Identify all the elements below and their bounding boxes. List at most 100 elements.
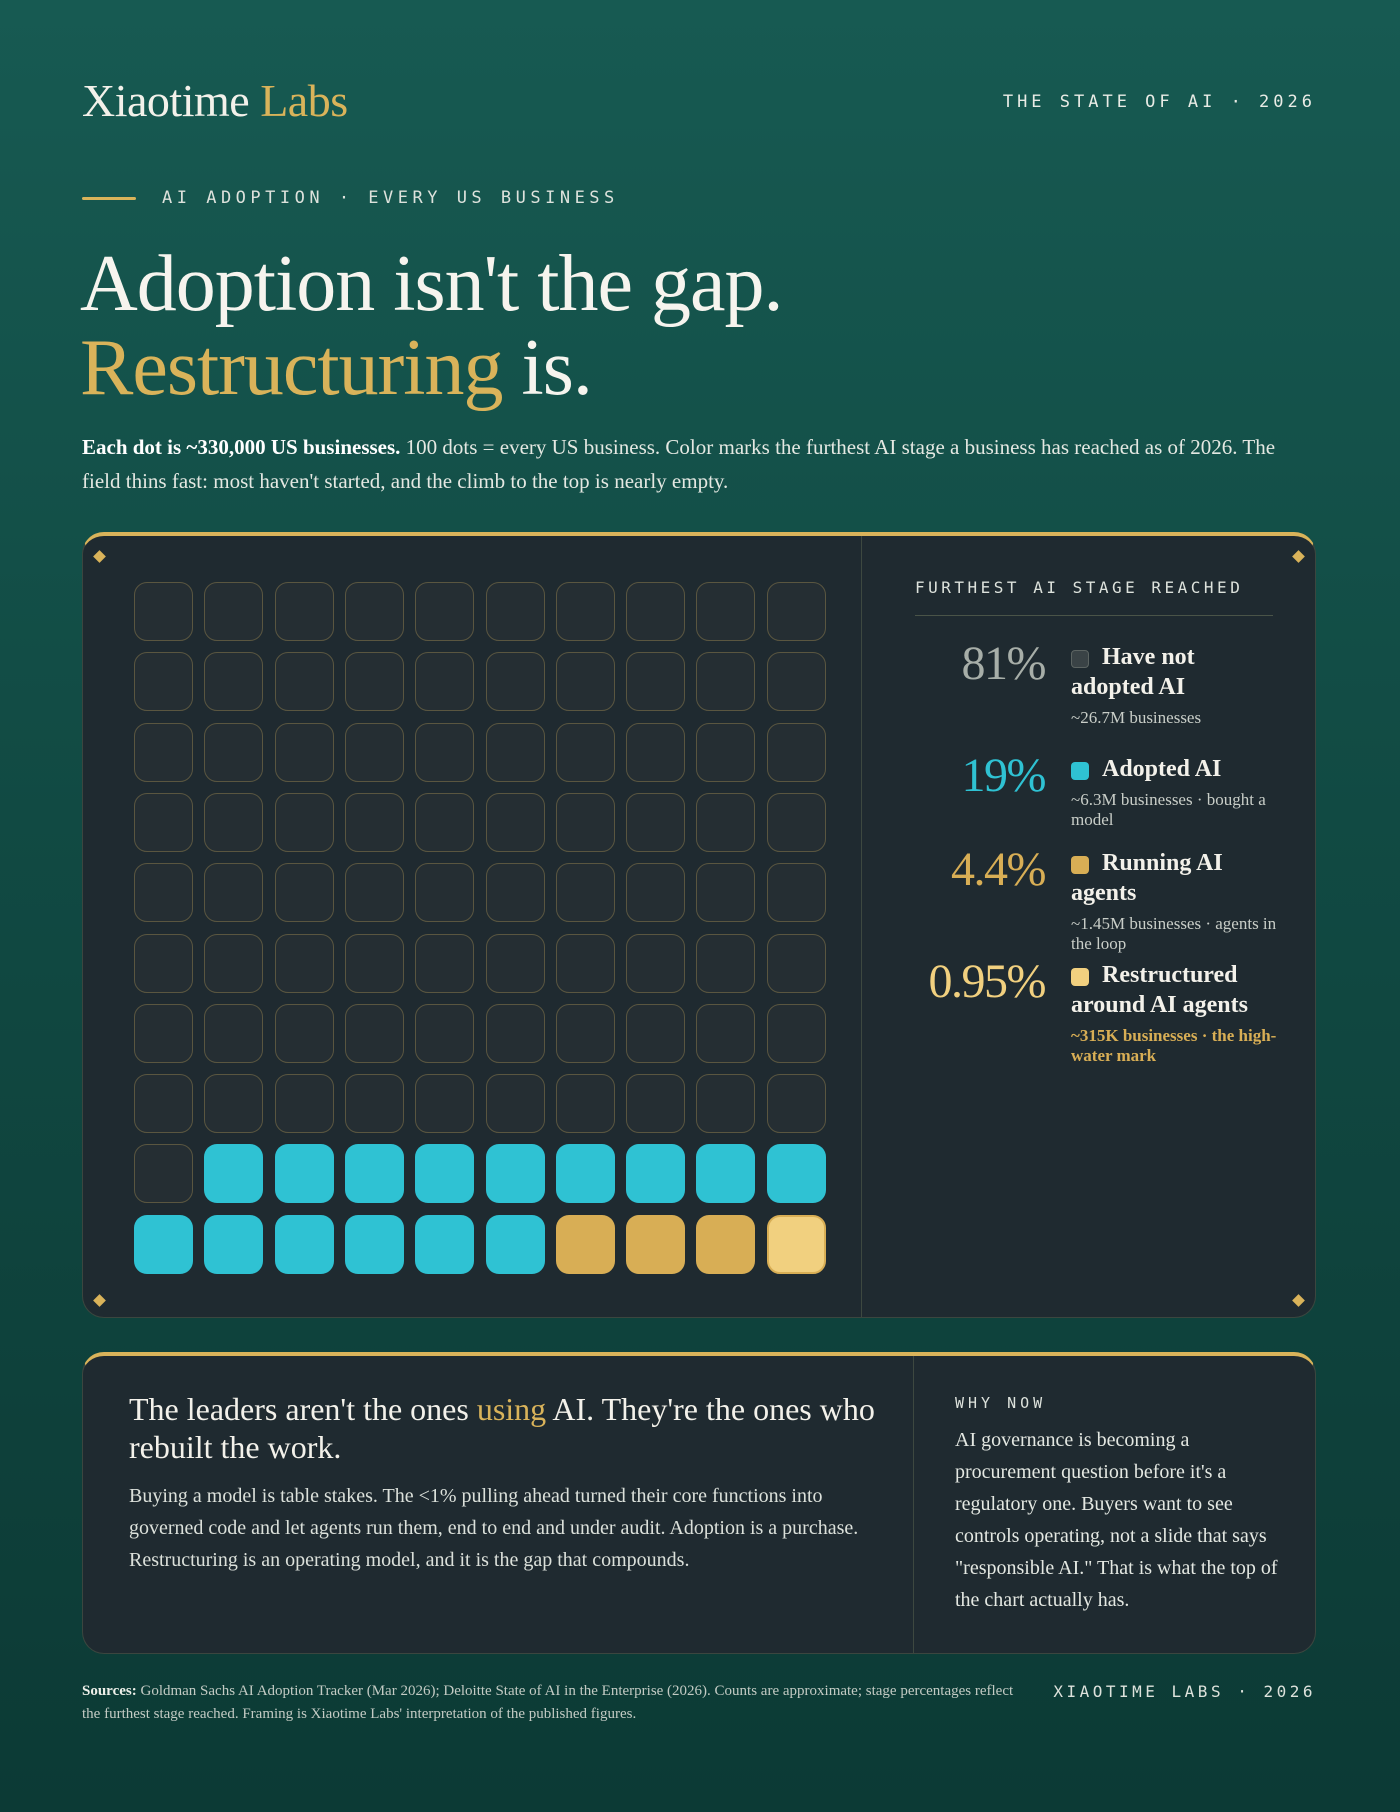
waffle-dot-none [344, 1074, 404, 1134]
waffle-dot-none [274, 582, 334, 641]
intro-bold: Each dot is ~330,000 US businesses. [82, 435, 401, 459]
kicker: AI ADOPTION · EVERY US BUSINESS [82, 188, 619, 208]
legend-label: Have not adopted AI [1071, 644, 1195, 700]
waffle-dot-none [204, 722, 264, 782]
intro-text: 100 dots = every US business. Color mark… [82, 435, 1276, 493]
waffle-dot-none [204, 863, 264, 923]
waffle-dot-none [134, 652, 193, 712]
waffle-dot-none [415, 1074, 475, 1134]
waffle-dot-none [626, 652, 686, 712]
waffle-dot-none [485, 863, 545, 923]
waffle-dot-none [555, 652, 615, 712]
waffle-dot-adopted [274, 1214, 334, 1274]
waffle-dot-none [766, 582, 826, 641]
brand-name: Xiaotime [82, 75, 250, 126]
waffle-dot-none [626, 1074, 686, 1134]
insight-card: The leaders aren't the ones using AI. Th… [82, 1352, 1316, 1654]
waffle-dot-adopted [696, 1144, 756, 1204]
waffle-dot-adopted [485, 1214, 545, 1274]
waffle-dot-none [555, 933, 615, 993]
waffle-dot-none [274, 652, 334, 712]
waffle-dot-none [344, 1003, 404, 1063]
waffle-dot-none [344, 863, 404, 923]
waffle-dot-none [204, 933, 264, 993]
kicker-rule [82, 196, 136, 200]
waffle-dot-none [274, 722, 334, 782]
legend-item-none: 81% Have not adopted AI ~26.7M businesses [915, 632, 1273, 744]
legend: FURTHEST AI STAGE REACHED 81% Have not ad… [915, 578, 1277, 1074]
waffle-dot-none [626, 863, 686, 923]
waffle-dot-none [696, 792, 756, 852]
footer-brand: XIAOTIME LABS · 2026 [1053, 1682, 1316, 1701]
waffle-dot-none [696, 1003, 756, 1063]
waffle-dot-none [626, 1003, 686, 1063]
waffle-dot-none [134, 792, 193, 852]
waffle-dot-none [204, 792, 264, 852]
corner-diamond-icon [93, 550, 106, 563]
waffle-dot-adopted [344, 1214, 404, 1274]
waffle-dot-none [696, 582, 756, 641]
waffle-dot-none [344, 722, 404, 782]
why-now-title: WHY NOW [955, 1394, 1047, 1412]
waffle-dot-none [555, 722, 615, 782]
waffle-dot-none [274, 792, 334, 852]
waffle-dot-none [766, 722, 826, 782]
waffle-dot-none [204, 1074, 264, 1134]
legend-swatch [1071, 856, 1089, 874]
waffle-dot-adopted [485, 1144, 545, 1204]
waffle-dot-none [134, 863, 193, 923]
legend-sub: ~26.7M businesses [1071, 708, 1202, 727]
lead-post: AI. They're the ones who rebuilt the wor… [129, 1391, 875, 1465]
waffle-dot-none [485, 1074, 545, 1134]
corner-diamond-icon [1292, 550, 1305, 563]
waffle-dot-agents [696, 1214, 756, 1274]
waffle-dot-none [485, 652, 545, 712]
waffle-dot-adopted [274, 1144, 334, 1204]
waffle-dot-none [696, 722, 756, 782]
waffle-dot-adopted [766, 1144, 826, 1204]
waffle-dot-agents [555, 1214, 615, 1274]
waffle-dot-none [626, 933, 686, 993]
waffle-dot-none [696, 863, 756, 923]
intro-paragraph: Each dot is ~330,000 US businesses. 100 … [82, 430, 1282, 498]
edition-label: THE STATE OF AI · 2026 [1002, 92, 1316, 112]
insight-body: Buying a model is table stakes. The <1% … [129, 1485, 859, 1571]
legend-swatch [1071, 968, 1089, 986]
legend-label: Running AI agents [1071, 850, 1223, 906]
waffle-dot-none [626, 792, 686, 852]
waffle-dot-none [485, 582, 545, 641]
legend-label: Restructured around AI agents [1071, 962, 1248, 1018]
brand-logo: Xiaotime Labs [82, 74, 348, 127]
waffle-dot-none [344, 582, 404, 641]
waffle-dot-none [766, 863, 826, 923]
headline-line2: is. [521, 324, 592, 412]
legend-item-restructured: 0.95% Restructured around AI agents ~315K … [915, 950, 1277, 1074]
legend-item-agents: 4.4% Running AI agents ~1.45M businesses ·… [915, 838, 1276, 953]
waffle-dot-none [555, 1003, 615, 1063]
legend-sub: ~6.3M businesses · bought a model [1071, 790, 1266, 829]
legend-sub: ~1.45M businesses · agents in the loop [1071, 914, 1277, 953]
waffle-dot-none [344, 933, 404, 993]
legend-items: 81% Have not adopted AI ~26.7M businesses 1… [915, 632, 1277, 1074]
sources-label: Sources: [82, 1683, 137, 1699]
lead-pre: The leaders aren't the ones [129, 1391, 469, 1427]
waffle-dot-none [555, 792, 615, 852]
waffle-dot-adopted [626, 1144, 686, 1204]
waffle-dot-none [134, 1003, 193, 1063]
waffle-dot-adopted [415, 1214, 475, 1274]
waffle-dot-none [485, 792, 545, 852]
chart-card: FURTHEST AI STAGE REACHED 81% Have not ad… [82, 532, 1316, 1318]
waffle-dot-adopted [555, 1144, 615, 1204]
waffle-dot-none [696, 652, 756, 712]
sources-note: Sources: Goldman Sachs AI Adoption Track… [82, 1680, 1022, 1726]
sources-text: Goldman Sachs AI Adoption Tracker (Mar 2… [82, 1683, 1014, 1722]
page-title: Adoption isn't the gap. Restructuring is… [80, 242, 783, 412]
legend-swatch [1071, 650, 1089, 668]
waffle-dot-none [134, 1144, 193, 1204]
card-divider [913, 1356, 914, 1653]
waffle-chart [134, 582, 826, 1274]
insight-lead: The leaders aren't the ones using AI. Th… [129, 1390, 889, 1466]
waffle-dot-adopted [204, 1144, 264, 1204]
waffle-dot-none [134, 1074, 193, 1134]
waffle-dot-restructured [766, 1214, 826, 1274]
